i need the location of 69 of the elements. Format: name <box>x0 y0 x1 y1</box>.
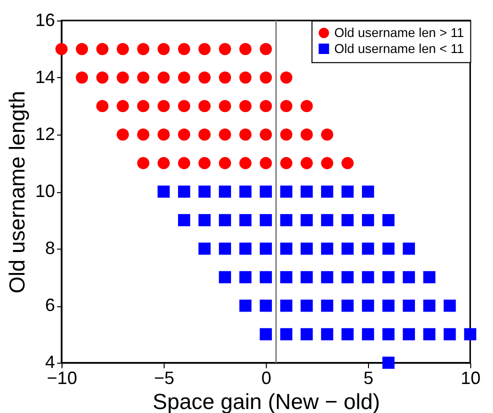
point <box>137 100 150 112</box>
y-tick-label: 10 <box>35 181 56 202</box>
point <box>218 128 232 141</box>
point <box>116 100 129 112</box>
point <box>300 157 313 170</box>
point <box>178 100 190 112</box>
point <box>280 157 292 170</box>
point <box>116 42 129 56</box>
point <box>198 42 211 56</box>
point <box>198 128 211 141</box>
point <box>158 42 170 56</box>
y-tick-label: 16 <box>35 10 56 30</box>
y-tick-label: 12 <box>35 124 56 144</box>
point <box>178 128 190 141</box>
point <box>260 42 272 56</box>
point <box>239 128 252 141</box>
x-tick-label: −5 <box>154 368 174 388</box>
legend-label: Old username len < 11 <box>334 40 464 56</box>
point <box>260 157 272 170</box>
point <box>198 100 211 112</box>
x-tick-label: 5 <box>364 368 374 388</box>
point <box>321 157 334 170</box>
point <box>137 71 150 84</box>
point <box>239 157 252 170</box>
point <box>116 128 129 141</box>
point <box>116 71 129 84</box>
x-axis-title: Space gain (New − old) <box>152 388 380 413</box>
point <box>239 100 252 112</box>
point <box>218 157 232 170</box>
point <box>96 71 108 84</box>
point <box>137 128 150 141</box>
y-tick-label: 6 <box>45 295 56 316</box>
point <box>178 157 190 170</box>
point <box>280 128 292 141</box>
point <box>178 42 190 56</box>
point <box>260 128 272 141</box>
point <box>239 71 252 84</box>
point <box>178 71 190 84</box>
point <box>260 71 272 84</box>
point <box>218 71 232 84</box>
point <box>300 100 313 112</box>
point <box>260 100 272 112</box>
point <box>158 100 170 112</box>
point <box>137 42 150 56</box>
point <box>342 157 354 170</box>
legend-label: Old username len > 11 <box>334 24 464 40</box>
point <box>239 42 252 56</box>
point <box>96 42 108 56</box>
point <box>55 42 68 56</box>
point <box>76 42 88 56</box>
point <box>280 100 292 112</box>
point <box>158 128 170 141</box>
point <box>218 100 232 112</box>
point <box>76 71 88 84</box>
y-tick-label: 14 <box>35 67 56 88</box>
point <box>158 71 170 84</box>
point <box>158 157 170 170</box>
x-tick-label: 0 <box>261 368 272 388</box>
y-axis-title: Old username length <box>4 90 30 294</box>
point <box>96 100 108 112</box>
point <box>137 157 150 170</box>
y-tick-label: 8 <box>45 238 56 258</box>
point <box>321 128 334 141</box>
point <box>300 128 313 141</box>
point <box>198 157 211 170</box>
point <box>218 42 232 56</box>
x-tick-label: 10 <box>460 368 481 388</box>
point <box>198 71 211 84</box>
point <box>280 71 292 84</box>
